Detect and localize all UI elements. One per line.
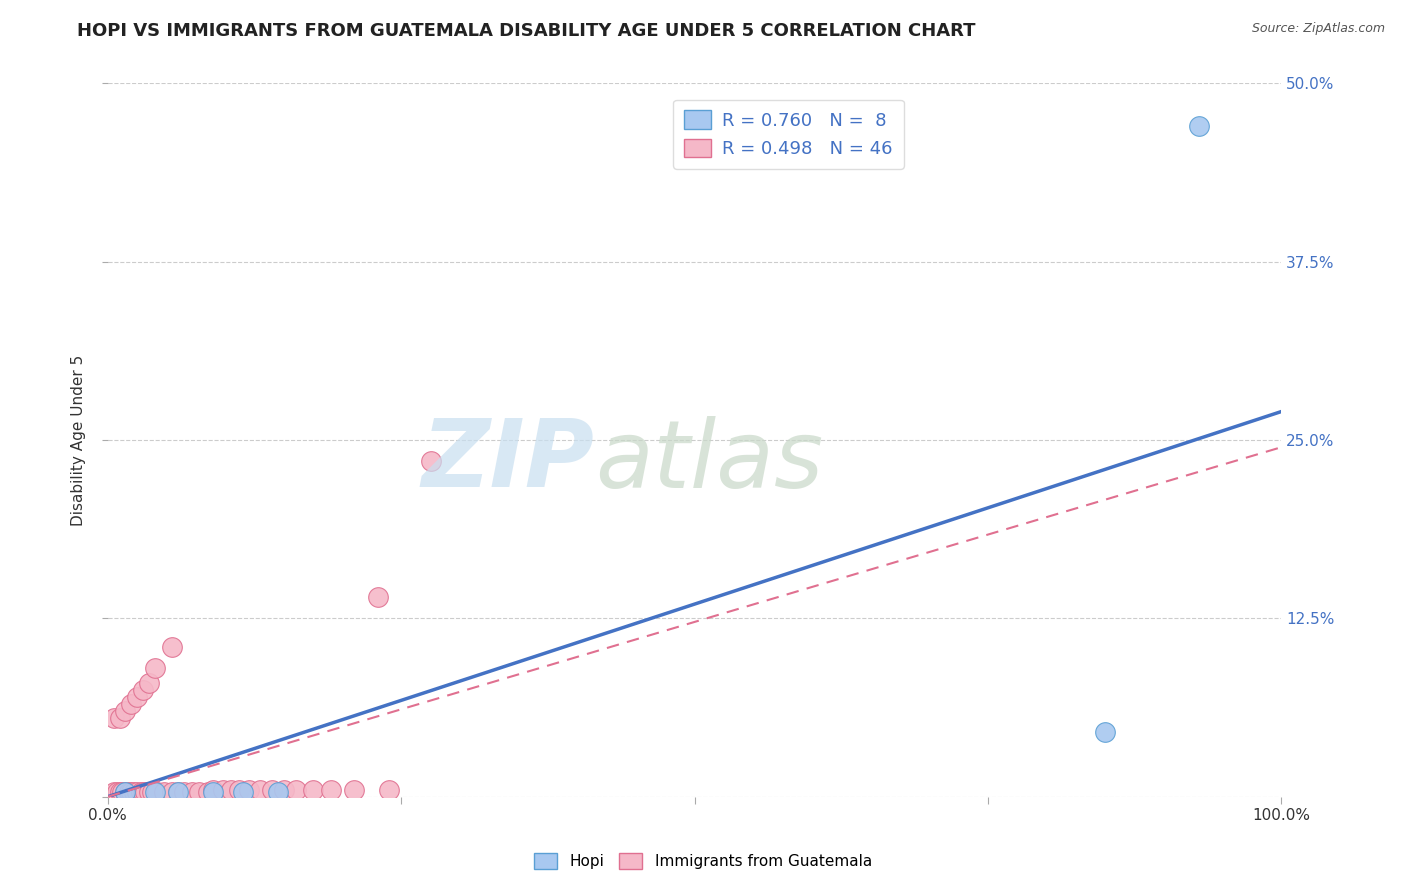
Point [232,785,254,799]
Point [132,682,155,697]
Point [108,785,131,799]
Text: atlas: atlas [595,416,823,507]
Point [111,785,134,799]
Point [262,782,284,797]
Point [122,785,145,799]
Point [249,782,271,797]
Point [138,675,160,690]
Point [167,785,190,799]
Point [1188,120,1211,134]
Point [1094,725,1116,739]
Point [378,782,401,797]
Point [162,640,184,654]
Point [118,785,141,799]
Point [284,782,307,797]
Point [108,711,131,725]
Point [129,785,152,799]
Point [146,785,169,799]
Point [211,782,233,797]
Point [267,785,290,799]
Point [419,454,441,468]
Point [103,711,125,725]
Point [219,782,242,797]
Legend: R = 0.760   N =  8, R = 0.498   N = 46: R = 0.760 N = 8, R = 0.498 N = 46 [673,100,904,169]
Point [105,785,128,799]
Point [238,782,260,797]
Point [197,785,219,799]
Point [103,785,125,799]
Point [188,785,211,799]
Point [302,782,325,797]
Point [114,785,136,799]
Text: HOPI VS IMMIGRANTS FROM GUATEMALA DISABILITY AGE UNDER 5 CORRELATION CHART: HOPI VS IMMIGRANTS FROM GUATEMALA DISABI… [77,22,976,40]
Point [167,785,190,799]
Point [143,785,166,799]
Point [120,785,142,799]
Point [114,785,136,799]
Point [127,785,149,799]
Point [141,785,163,799]
Point [132,785,155,799]
Legend: Hopi, Immigrants from Guatemala: Hopi, Immigrants from Guatemala [529,847,877,875]
Point [173,785,195,799]
Point [162,785,184,799]
Point [143,661,166,675]
Point [273,782,295,797]
Point [367,590,389,604]
Point [319,782,342,797]
Point [120,697,142,711]
Point [127,690,149,704]
Text: ZIP: ZIP [422,416,595,508]
Point [114,704,136,718]
Point [228,782,250,797]
Point [134,785,156,799]
Point [202,785,225,799]
Point [181,785,204,799]
Point [343,782,366,797]
Point [153,785,176,799]
Point [138,785,160,799]
Y-axis label: Disability Age Under 5: Disability Age Under 5 [72,354,86,525]
Point [202,782,225,797]
Text: Source: ZipAtlas.com: Source: ZipAtlas.com [1251,22,1385,36]
